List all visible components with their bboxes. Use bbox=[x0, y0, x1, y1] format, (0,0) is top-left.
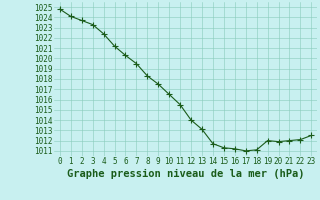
X-axis label: Graphe pression niveau de la mer (hPa): Graphe pression niveau de la mer (hPa) bbox=[67, 169, 304, 179]
